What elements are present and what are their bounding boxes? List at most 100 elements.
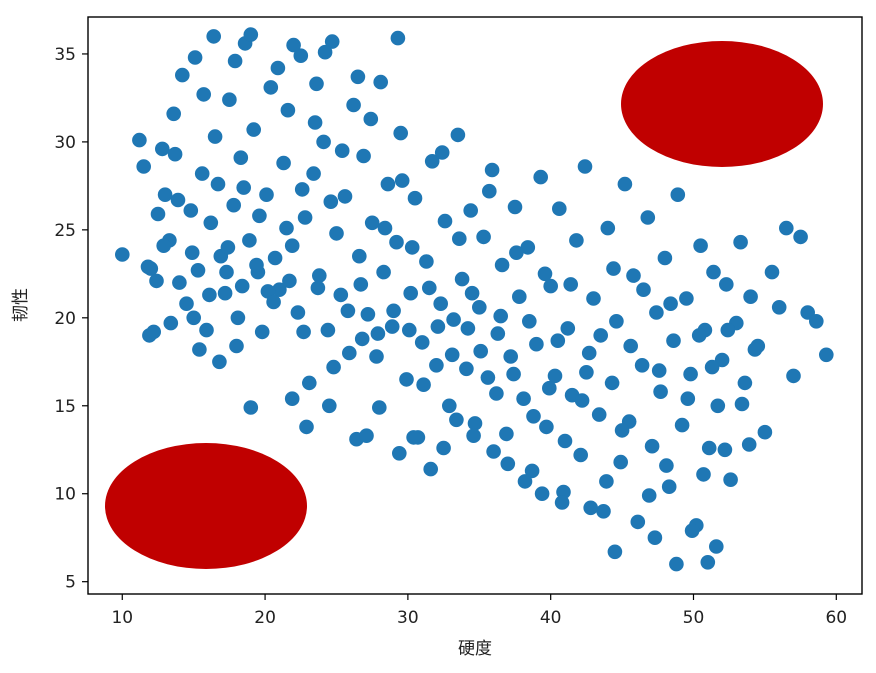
- data-point: [560, 321, 576, 336]
- data-point: [167, 146, 183, 162]
- data-point: [533, 169, 548, 185]
- y-axis-label: 韧性: [11, 288, 31, 322]
- data-point: [691, 328, 707, 343]
- data-point: [747, 342, 763, 357]
- data-point: [500, 456, 516, 472]
- data-point: [516, 391, 531, 407]
- data-point: [543, 278, 558, 294]
- data-point: [309, 76, 324, 92]
- data-point: [393, 125, 409, 141]
- data-point: [609, 314, 624, 329]
- data-point: [634, 358, 650, 373]
- data-point: [337, 189, 353, 204]
- data-point: [175, 67, 190, 83]
- data-point: [599, 474, 614, 489]
- data-point: [644, 438, 660, 454]
- data-point: [630, 514, 646, 530]
- data-point: [316, 134, 331, 150]
- data-point: [701, 440, 717, 456]
- data-point: [641, 488, 657, 503]
- data-point: [757, 424, 773, 440]
- data-point: [132, 132, 147, 148]
- data-point: [414, 335, 430, 350]
- data-point: [320, 322, 336, 338]
- data-point: [359, 428, 374, 444]
- data-point: [352, 248, 367, 264]
- data-point: [647, 530, 663, 545]
- data-point: [704, 359, 720, 375]
- data-point: [626, 268, 641, 283]
- data-point: [579, 365, 594, 380]
- data-point: [364, 215, 380, 231]
- data-point: [163, 315, 179, 331]
- data-point: [317, 44, 333, 60]
- data-point: [399, 372, 414, 387]
- data-point: [517, 474, 533, 489]
- data-point: [227, 53, 243, 69]
- data-point: [661, 479, 677, 495]
- data-point: [424, 154, 440, 169]
- data-point: [429, 358, 444, 373]
- data-point: [423, 461, 439, 477]
- data-point: [369, 349, 384, 364]
- data-point: [324, 34, 340, 49]
- data-point: [207, 129, 223, 144]
- redaction-ellipse-bottom-left: [105, 443, 307, 569]
- data-point: [696, 467, 711, 482]
- data-point: [669, 556, 684, 572]
- data-point: [636, 282, 651, 298]
- data-point: [684, 523, 700, 538]
- data-point: [484, 162, 500, 178]
- y-tick-label: 35: [54, 45, 76, 65]
- data-point: [272, 282, 287, 298]
- data-point: [296, 324, 311, 340]
- data-point: [489, 386, 504, 401]
- data-point: [394, 173, 410, 188]
- data-point: [581, 345, 597, 361]
- data-point: [563, 277, 578, 292]
- data-point: [220, 240, 236, 255]
- data-point: [436, 440, 451, 456]
- data-point: [657, 250, 673, 266]
- x-axis-label: 硬度: [458, 639, 492, 659]
- data-point: [663, 296, 678, 312]
- data-point: [243, 27, 259, 42]
- data-point: [386, 303, 401, 319]
- data-point: [312, 268, 327, 283]
- data-point: [266, 294, 281, 310]
- data-point: [290, 305, 306, 320]
- data-point: [233, 150, 249, 165]
- data-point: [583, 500, 598, 516]
- data-point: [156, 238, 171, 253]
- data-point: [463, 203, 479, 218]
- data-point: [194, 166, 210, 181]
- data-point: [407, 190, 423, 206]
- data-point: [593, 328, 608, 343]
- data-point: [493, 308, 509, 324]
- data-point: [307, 115, 323, 130]
- data-point: [390, 30, 406, 46]
- data-point: [172, 275, 187, 290]
- data-point: [574, 393, 590, 408]
- data-point: [537, 266, 553, 282]
- data-point: [659, 458, 674, 473]
- data-point: [653, 384, 668, 400]
- data-point: [651, 363, 667, 378]
- data-point: [444, 347, 460, 363]
- data-point: [294, 182, 310, 197]
- data-point: [617, 176, 633, 192]
- data-point: [276, 155, 291, 171]
- data-point: [299, 419, 314, 435]
- data-point: [680, 391, 696, 407]
- data-point: [552, 201, 567, 216]
- data-point: [242, 233, 257, 248]
- data-point: [442, 398, 457, 414]
- data-point: [450, 127, 466, 143]
- data-point: [140, 259, 156, 275]
- data-point: [340, 303, 356, 319]
- data-point: [733, 234, 748, 250]
- data-point: [734, 396, 750, 412]
- data-point: [473, 343, 489, 359]
- data-point: [472, 300, 487, 315]
- data-point: [323, 194, 339, 209]
